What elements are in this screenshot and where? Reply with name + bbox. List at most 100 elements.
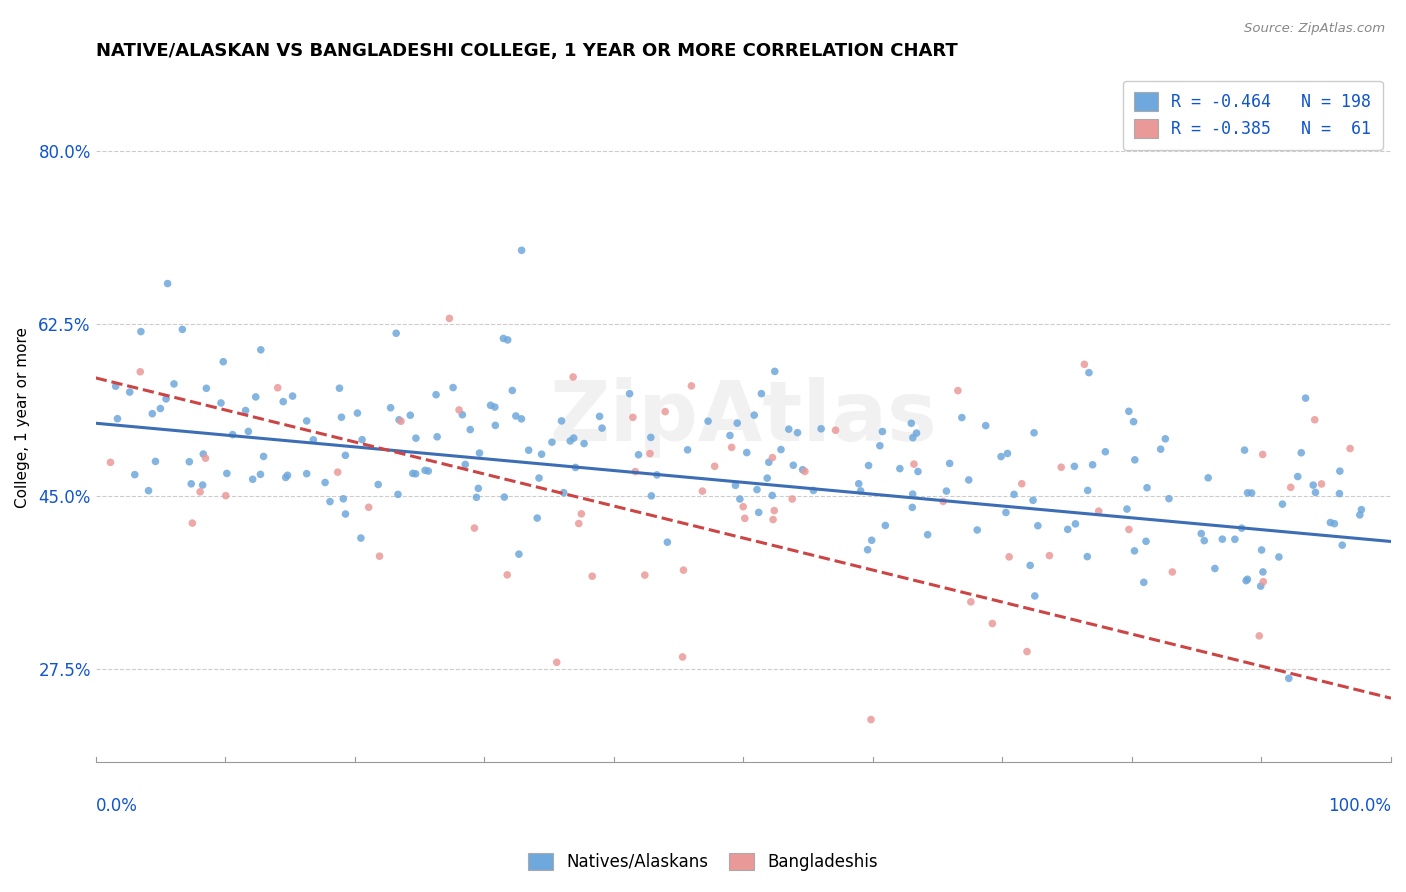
- Point: [1038, 549, 1060, 563]
- Point: [718, 428, 741, 442]
- Point: [672, 563, 695, 577]
- Point: [332, 491, 354, 506]
- Point: [463, 521, 485, 535]
- Point: [1302, 478, 1324, 492]
- Point: [484, 418, 506, 433]
- Point: [1118, 404, 1140, 418]
- Point: [981, 616, 1004, 631]
- Point: [889, 461, 911, 475]
- Point: [997, 446, 1019, 460]
- Point: [1154, 432, 1177, 446]
- Point: [496, 333, 519, 347]
- Point: [100, 455, 122, 469]
- Point: [1122, 415, 1144, 429]
- Point: [1331, 538, 1354, 552]
- Point: [209, 396, 232, 410]
- Point: [380, 401, 402, 415]
- Text: NATIVE/ALASKAN VS BANGLADESHI COLLEGE, 1 YEAR OR MORE CORRELATION CHART: NATIVE/ALASKAN VS BANGLADESHI COLLEGE, 1…: [96, 42, 957, 60]
- Point: [252, 450, 274, 464]
- Point: [215, 489, 238, 503]
- Point: [274, 470, 297, 484]
- Point: [238, 425, 260, 439]
- Point: [849, 483, 872, 498]
- Point: [640, 430, 662, 444]
- Point: [1303, 413, 1326, 427]
- Point: [1087, 504, 1109, 518]
- Point: [681, 379, 703, 393]
- Point: [249, 467, 271, 482]
- Point: [454, 458, 477, 472]
- Point: [465, 491, 488, 505]
- Point: [1250, 543, 1272, 558]
- Point: [901, 487, 924, 501]
- Point: [848, 476, 870, 491]
- Point: [763, 364, 786, 378]
- Text: 100.0%: 100.0%: [1329, 797, 1391, 814]
- Point: [1157, 491, 1180, 506]
- Point: [748, 505, 770, 519]
- Point: [1194, 533, 1216, 548]
- Point: [319, 494, 342, 508]
- Point: [1133, 575, 1156, 590]
- Point: [449, 403, 471, 417]
- Point: [1050, 460, 1073, 475]
- Point: [572, 436, 595, 450]
- Point: [191, 478, 214, 492]
- Point: [591, 421, 613, 435]
- Point: [824, 423, 846, 437]
- Point: [389, 414, 412, 428]
- Point: [517, 443, 540, 458]
- Point: [901, 431, 924, 445]
- Point: [1197, 471, 1219, 485]
- Point: [1236, 572, 1258, 586]
- Point: [634, 568, 657, 582]
- Point: [792, 463, 814, 477]
- Point: [905, 426, 928, 441]
- Point: [581, 569, 603, 583]
- Point: [624, 465, 647, 479]
- Point: [468, 446, 491, 460]
- Point: [388, 413, 411, 427]
- Point: [793, 464, 815, 478]
- Point: [1123, 453, 1146, 467]
- Point: [917, 527, 939, 541]
- Point: [1015, 644, 1038, 658]
- Point: [277, 468, 299, 483]
- Point: [588, 409, 610, 424]
- Point: [1271, 497, 1294, 511]
- Point: [692, 484, 714, 499]
- Point: [357, 500, 380, 515]
- Point: [640, 489, 662, 503]
- Point: [1240, 486, 1263, 500]
- Point: [1230, 521, 1253, 535]
- Point: [654, 404, 676, 418]
- Point: [1019, 558, 1042, 573]
- Point: [458, 423, 481, 437]
- Point: [330, 410, 353, 425]
- Point: [413, 463, 436, 477]
- Point: [221, 427, 243, 442]
- Point: [1056, 522, 1078, 536]
- Point: [903, 457, 925, 471]
- Point: [728, 491, 751, 506]
- Point: [1329, 464, 1351, 478]
- Point: [1250, 579, 1272, 593]
- Point: [418, 464, 440, 478]
- Point: [932, 494, 955, 508]
- Point: [1118, 523, 1140, 537]
- Point: [745, 483, 768, 497]
- Point: [957, 473, 980, 487]
- Point: [163, 376, 186, 391]
- Point: [1135, 534, 1157, 549]
- Point: [778, 422, 800, 436]
- Point: [527, 471, 550, 485]
- Point: [501, 384, 523, 398]
- Point: [295, 414, 318, 428]
- Point: [1022, 425, 1045, 440]
- Point: [810, 422, 832, 436]
- Point: [215, 467, 238, 481]
- Point: [645, 467, 668, 482]
- Point: [769, 442, 792, 457]
- Point: [302, 433, 325, 447]
- Point: [492, 331, 515, 345]
